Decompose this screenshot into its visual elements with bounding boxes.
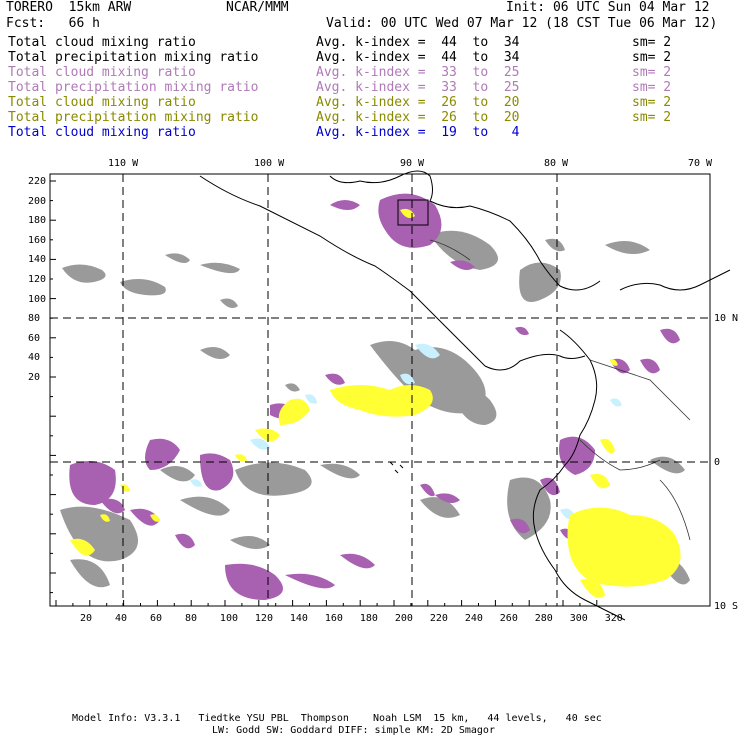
lat-label: 10 N [714,313,739,324]
lon-label: 90 W [400,158,425,169]
forecast-hour: Fcst: 66 h [6,16,100,31]
x-tick-label: 140 [289,613,308,624]
x-tick-label: 320 [604,613,623,624]
x-tick-label: 60 [149,613,162,624]
lon-label: 110 W [108,158,139,169]
legend-sm-6: sm= 2 [632,110,672,125]
y-tick-label: 40 [28,352,41,364]
legend-kindex-2: Avg. k-index = 44 to 34 [316,50,520,65]
valid-time: Valid: 00 UTC Wed 07 Mar 12 (18 CST Tue … [326,16,718,31]
lon-label: 100 W [254,158,285,169]
y-tick-label: 120 [28,274,47,285]
coastlines [199,170,731,621]
x-tick-label: 80 [184,613,197,624]
lat-label: 10 S [714,601,739,612]
legend-sm-3: sm= 2 [632,65,672,80]
x-tick-label: 240 [464,613,483,624]
legend-field-4: Total precipitation mixing ratio [8,80,259,95]
x-tick-label: 180 [359,613,378,624]
purple-cloud-field [69,193,680,600]
legend-sm-2: sm= 2 [632,50,672,65]
lon-label: 70 W [688,158,713,169]
legend-kindex-6: Avg. k-index = 26 to 20 [316,110,520,125]
model-title: TORERO 15km ARW [6,0,132,15]
x-tick-label: 300 [569,613,588,624]
legend-kindex-7: Avg. k-index = 19 to 4 [316,125,520,140]
x-tick-label: 120 [254,613,273,624]
lat-label: 0 [714,457,721,468]
legend-field-6: Total precipitation mixing ratio [8,110,259,125]
legend-kindex-1: Avg. k-index = 44 to 34 [316,35,520,50]
center-label: NCAR/MMM [226,0,289,15]
x-tick-label: 20 [80,613,93,624]
legend-field-2: Total precipitation mixing ratio [8,50,259,65]
y-tick-label: 160 [28,234,47,246]
x-tick-label: 200 [394,613,413,624]
physics-info: LW: Godd SW: Goddard DIFF: simple KM: 2D… [212,725,495,736]
y-tick-label: 200 [28,195,47,207]
x-tick-label: 100 [219,613,238,624]
x-tick-label: 260 [499,613,518,624]
gray-cloud-field [60,230,690,588]
legend-sm-5: sm= 2 [632,95,672,110]
x-tick-label: 40 [114,613,128,624]
y-tick-label: 180 [28,215,47,227]
y-tick-label: 20 [28,372,41,383]
lon-label: 80 W [544,158,569,169]
x-tick-label: 160 [324,613,343,624]
legend-kindex-4: Avg. k-index = 33 to 25 [316,80,520,95]
legend-sm-1: sm= 2 [632,35,672,50]
map-frame [49,173,711,607]
model-info: Model Info: V3.3.1 Tiedtke YSU PBL Thomp… [72,713,602,724]
yellow-precip-field [70,208,681,598]
x-tick-label: 280 [534,613,553,624]
x-tick-label: 220 [429,613,448,624]
init-time: Init: 06 UTC Sun 04 Mar 12 [506,0,710,15]
legend-field-7: Total cloud mixing ratio [8,125,196,140]
y-tick-label: 220 [28,176,47,187]
y-tick-label: 60 [28,332,41,344]
legend-sm-4: sm= 2 [632,80,672,95]
legend-field-5: Total cloud mixing ratio [8,95,196,110]
latlon-grid [50,174,710,606]
y-tick-label: 80 [28,313,41,325]
y-tick-label: 140 [28,254,47,266]
legend-field-3: Total cloud mixing ratio [8,65,196,80]
country-borders [429,239,691,541]
y-tick-label: 100 [28,293,47,305]
legend-field-1: Total cloud mixing ratio [8,35,196,50]
legend-kindex-5: Avg. k-index = 26 to 20 [316,95,520,110]
legend-kindex-3: Avg. k-index = 33 to 25 [316,65,520,80]
